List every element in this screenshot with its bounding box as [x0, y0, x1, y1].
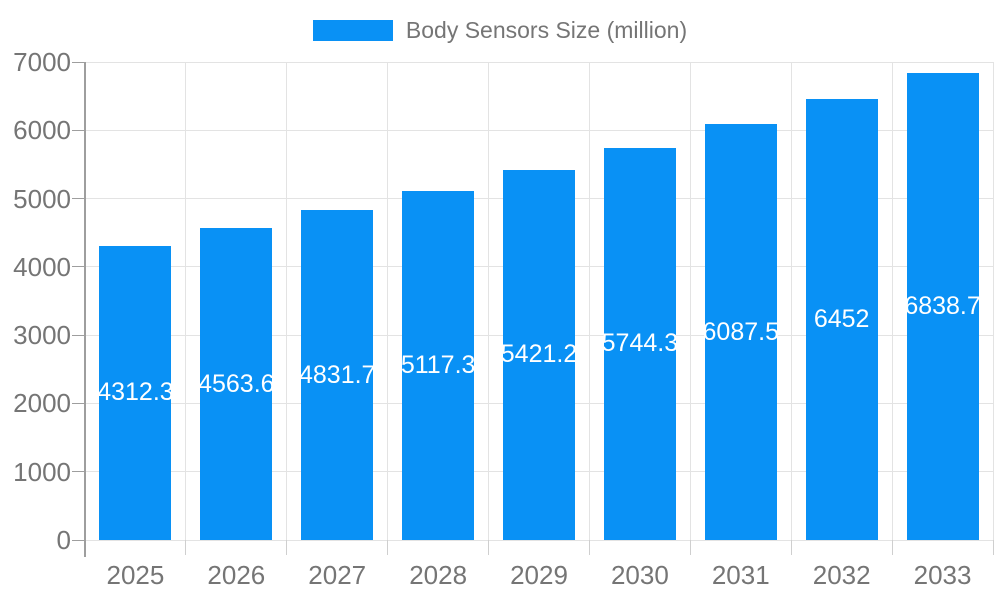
bar-value-label: 4563.6	[198, 369, 275, 398]
plot-area: 4312.3 4563.6 4831.7 5117.3 5421.2 5744.3 6087…	[84, 61, 994, 541]
y-tick	[72, 129, 85, 131]
x-grid-line	[891, 62, 893, 540]
x-tick	[790, 540, 792, 555]
bar[interactable]: 5421.2	[500, 169, 578, 540]
x-grid-line	[387, 62, 389, 540]
y-tick-label: 0	[56, 525, 71, 555]
y-grid-line	[85, 539, 993, 541]
y-tick-label: 6000	[13, 115, 71, 146]
y-grid-line	[85, 61, 993, 63]
x-grid-line	[185, 62, 187, 540]
x-tick	[992, 540, 994, 555]
x-tick-label: 2031	[711, 560, 770, 590]
bar[interactable]: 5744.3	[601, 147, 679, 540]
bar-value-label: 6838.7	[904, 291, 981, 320]
bar[interactable]: 4831.7	[298, 210, 376, 540]
y-tick	[72, 266, 85, 268]
bar[interactable]: 5117.3	[400, 190, 476, 540]
x-tick	[286, 540, 288, 555]
bar[interactable]: 6838.7	[904, 73, 981, 540]
bar-value-label: 6452	[813, 305, 870, 334]
legend-swatch-icon	[312, 19, 393, 41]
y-tick	[72, 334, 85, 336]
x-tick	[387, 540, 389, 555]
bar-value-label: 6087.5	[702, 317, 779, 346]
bar[interactable]: 6452	[805, 99, 878, 540]
bar[interactable]: 6087.5	[702, 124, 779, 540]
x-tick-label: 2026	[207, 560, 266, 590]
y-tick-label: 4000	[13, 251, 71, 282]
x-grid-line	[689, 62, 691, 540]
x-tick-label: 2032	[812, 560, 871, 590]
x-grid-line	[488, 62, 490, 540]
x-tick-label: 2028	[409, 560, 468, 590]
x-tick	[185, 540, 187, 555]
bar-value-label: 5744.3	[601, 329, 679, 358]
y-tick-label: 3000	[13, 320, 71, 351]
x-tick-label: 2029	[510, 560, 568, 590]
x-tick	[588, 540, 590, 555]
x-grid-line	[790, 62, 792, 540]
y-tick-label: 2000	[13, 388, 71, 419]
y-axis-line	[84, 62, 86, 557]
bar-value-label: 4312.3	[97, 378, 174, 407]
x-tick	[488, 540, 490, 555]
y-tick-label: 5000	[13, 183, 71, 214]
bar[interactable]: 4563.6	[198, 228, 275, 540]
x-tick	[689, 540, 691, 555]
y-tick	[72, 61, 85, 63]
y-grid-line	[85, 129, 993, 131]
x-tick-label: 2025	[106, 560, 165, 590]
y-tick-label: 1000	[13, 456, 71, 487]
y-tick-label: 7000	[13, 47, 71, 77]
x-grid-line	[286, 62, 288, 540]
x-tick-label: 2030	[610, 560, 669, 590]
legend-label: Body Sensors Size (million)	[405, 17, 688, 43]
x-tick-label: 2027	[308, 560, 367, 590]
y-tick	[72, 198, 85, 200]
bar-value-label: 5421.2	[500, 340, 578, 369]
x-grid-line	[992, 62, 994, 540]
bar-value-label: 5117.3	[400, 350, 476, 379]
y-tick	[72, 402, 85, 404]
legend[interactable]: Body Sensors Size (million)	[0, 17, 1000, 43]
bar[interactable]: 4312.3	[97, 245, 174, 540]
y-tick	[72, 471, 85, 473]
x-tick	[891, 540, 893, 555]
y-tick	[72, 539, 85, 541]
x-tick-label: 2033	[913, 560, 972, 590]
x-grid-line	[588, 62, 590, 540]
bar-value-label: 4831.7	[298, 360, 376, 389]
